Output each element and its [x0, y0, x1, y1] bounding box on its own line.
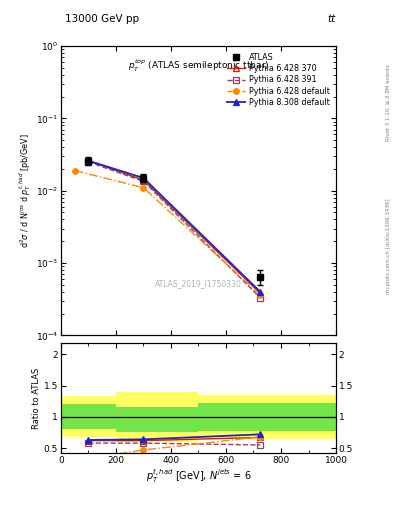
Pythia 6.428 default: [141, 185, 146, 191]
Text: Rivet 3.1.10, ≥ 2.8M events: Rivet 3.1.10, ≥ 2.8M events: [386, 64, 391, 141]
Pythia 8.308 default: [141, 175, 146, 181]
Line: Pythia 6.428 default: Pythia 6.428 default: [72, 168, 263, 298]
Pythia 6.428 370: [258, 290, 263, 296]
Text: 13000 GeV pp: 13000 GeV pp: [65, 14, 139, 25]
Text: mcplots.cern.ch [arXiv:1306.3436]: mcplots.cern.ch [arXiv:1306.3436]: [386, 198, 391, 293]
Pythia 6.428 391: [86, 159, 91, 165]
Pythia 6.428 default: [72, 167, 77, 174]
Y-axis label: d$^2\sigma$ / d N$^{jos}$ d $p_T^{t,had}$ [pb/GeV]: d$^2\sigma$ / d N$^{jos}$ d $p_T^{t,had}…: [17, 133, 33, 248]
Pythia 6.428 391: [141, 178, 146, 184]
Text: ATLAS_2019_I1750330: ATLAS_2019_I1750330: [155, 279, 242, 288]
Pythia 6.428 370: [141, 177, 146, 183]
Pythia 6.428 default: [258, 292, 263, 298]
Line: Pythia 6.428 391: Pythia 6.428 391: [86, 159, 263, 301]
Text: $p_T^{top}$ (ATLAS semileptonic tt$\bar{}$bar): $p_T^{top}$ (ATLAS semileptonic tt$\bar{…: [128, 58, 269, 74]
Text: tt: tt: [328, 14, 336, 25]
Legend: ATLAS, Pythia 6.428 370, Pythia 6.428 391, Pythia 6.428 default, Pythia 8.308 de: ATLAS, Pythia 6.428 370, Pythia 6.428 39…: [224, 50, 332, 110]
Pythia 6.428 391: [258, 295, 263, 301]
Y-axis label: Ratio to ATLAS: Ratio to ATLAS: [32, 368, 41, 429]
X-axis label: $p_T^{t,had}$ [GeV], $N^{jets}$ = 6: $p_T^{t,had}$ [GeV], $N^{jets}$ = 6: [146, 467, 251, 485]
Line: Pythia 6.428 370: Pythia 6.428 370: [86, 158, 263, 296]
Pythia 6.428 370: [86, 158, 91, 164]
Pythia 8.308 default: [86, 158, 91, 164]
Pythia 8.308 default: [258, 289, 263, 295]
Line: Pythia 8.308 default: Pythia 8.308 default: [86, 158, 263, 294]
